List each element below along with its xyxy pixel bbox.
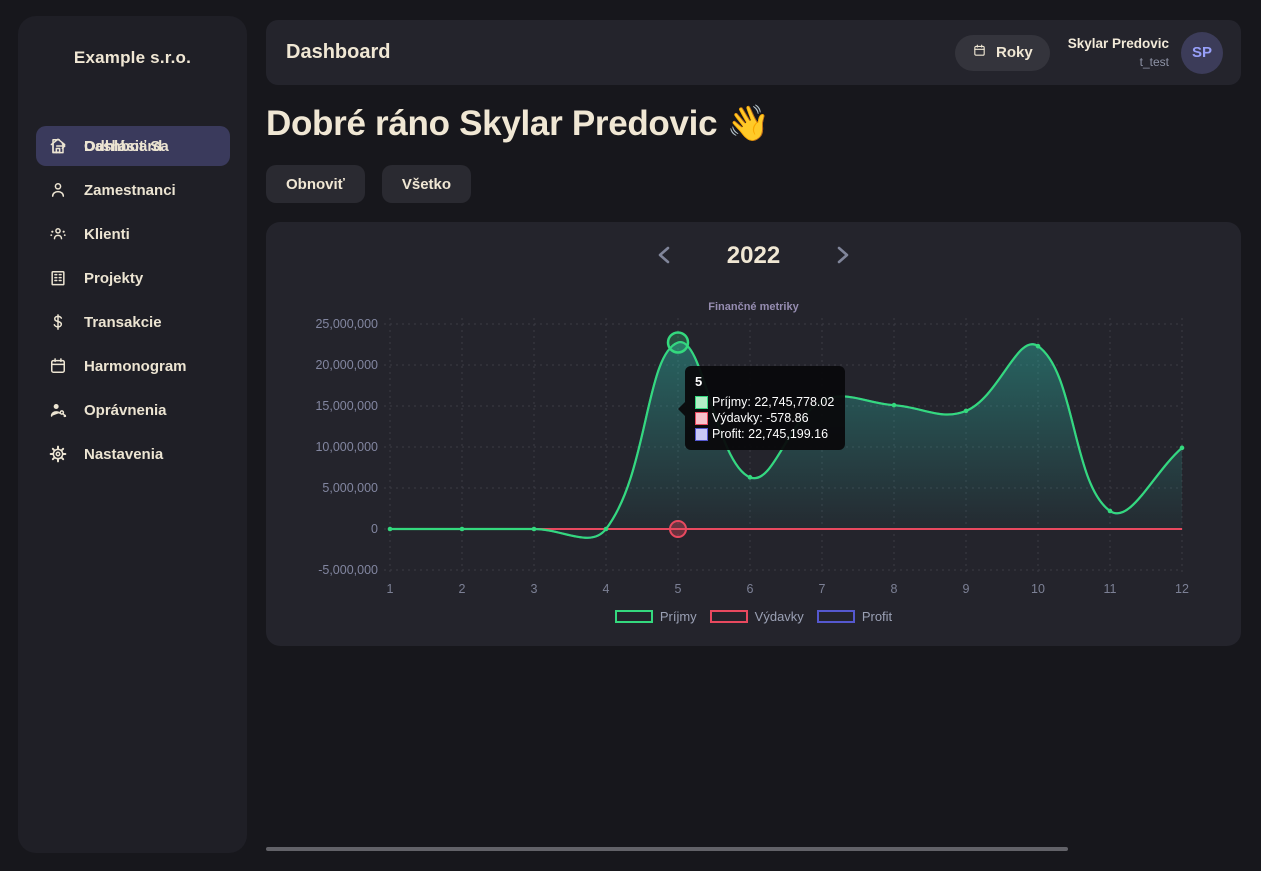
svg-text:6: 6 (747, 582, 754, 596)
tooltip-swatch (695, 395, 708, 409)
people-icon (48, 224, 68, 244)
tooltip-row: Profit: 22,745,199.16 (695, 427, 834, 441)
svg-text:25,000,000: 25,000,000 (315, 317, 378, 331)
company-name: Example s.r.o. (73, 48, 192, 67)
svg-text:7: 7 (819, 582, 826, 596)
finance-chart-canvas[interactable]: 25,000,00020,000,00015,000,00010,000,000… (266, 222, 1241, 646)
legend-swatch (816, 610, 855, 623)
tooltip-title: 5 (695, 374, 703, 389)
sidebar-item-label: Nastavenia (84, 445, 164, 463)
svg-text:8: 8 (891, 582, 898, 596)
action-buttons-row: Obnoviť Všetko (266, 165, 472, 203)
all-filter-button[interactable]: Všetko (381, 165, 472, 203)
sidebar: Example s.r.o. Dashboard Zamestnanci Klien… (18, 16, 247, 853)
person-icon (48, 180, 68, 200)
calendar-icon (972, 43, 987, 62)
svg-text:15,000,000: 15,000,000 (315, 399, 378, 413)
calendar-icon (48, 356, 68, 376)
svg-text:10,000,000: 10,000,000 (315, 440, 378, 454)
legend-entry-profit[interactable]: Profit (816, 609, 893, 624)
finance-chart-card: 2022 Finančné metriky 25,000,000 20,000,0… (266, 222, 1241, 646)
sidebar-item-harmonogram[interactable]: Harmonogram (36, 346, 230, 386)
svg-text:5: 5 (675, 582, 682, 596)
legend-swatch (614, 610, 653, 623)
logout-icon (48, 136, 68, 156)
sidebar-item-label: Zamestnanci (84, 181, 176, 199)
next-year-button[interactable] (828, 242, 856, 270)
sidebar-item-zamestnanci[interactable]: Zamestnanci (36, 170, 230, 210)
svg-text:2: 2 (459, 582, 466, 596)
tooltip-text: Príjmy: 22,745,778.02 (712, 395, 835, 409)
tooltip-row: Príjmy: 22,745,778.02 (695, 395, 834, 409)
svg-text:-5,000,000: -5,000,000 (318, 563, 378, 577)
svg-text:4: 4 (603, 582, 610, 596)
svg-text:1: 1 (387, 582, 394, 596)
legend-entry-výdavky[interactable]: Výdavky (709, 609, 804, 624)
user-username: t_test (1139, 54, 1169, 69)
sidebar-nav: Dashboard Zamestnanci Klienti Projekty Trans… (36, 126, 230, 478)
sidebar-item-label: Oprávnenia (84, 401, 167, 419)
tooltip-text: Profit: 22,745,199.16 (712, 427, 829, 441)
sidebar-item-dashboard[interactable]: Dashboard (36, 126, 230, 166)
sidebar-item-transakcie[interactable]: Transakcie (36, 302, 230, 342)
page-title: Dashboard (286, 41, 391, 63)
sidebar-item-label: Projekty (84, 269, 144, 287)
legend-swatch (709, 610, 748, 623)
refresh-button[interactable]: Obnoviť (266, 165, 365, 203)
tooltip-swatch (695, 427, 708, 441)
sidebar-item-nastavenia[interactable]: Nastavenia (36, 434, 230, 474)
svg-text:5,000,000: 5,000,000 (322, 481, 378, 495)
year-label: 2022 (726, 242, 781, 269)
building-icon (48, 268, 68, 288)
svg-text:20,000,000: 20,000,000 (315, 358, 378, 372)
gear-icon (48, 444, 68, 464)
sidebar-item-label: Dashboard (84, 137, 163, 155)
svg-text:0: 0 (371, 522, 378, 536)
period-selector-button[interactable]: Roky (955, 34, 1050, 71)
top-bar: Dashboard Roky Skylar Predovic t_test SP (266, 20, 1241, 85)
legend-label: Profit (861, 609, 893, 624)
svg-text:12: 12 (1175, 582, 1189, 596)
person-key-icon (48, 400, 68, 420)
year-navigation: 2022 (266, 238, 1241, 274)
tooltip-text: Výdavky: -578.86 (712, 411, 809, 425)
svg-text:10: 10 (1031, 582, 1045, 596)
legend-label: Výdavky (754, 609, 804, 624)
greeting-heading: Dobré ráno Skylar Predovic 👋 (266, 103, 770, 144)
tooltip-row: Výdavky: -578.86 (695, 411, 834, 425)
previous-year-button[interactable] (651, 242, 679, 270)
sidebar-item-label: Transakcie (84, 313, 162, 331)
user-name: Skylar Predovic (1067, 36, 1169, 52)
sidebar-item-label: Harmonogram (84, 357, 187, 375)
svg-text:3: 3 (531, 582, 538, 596)
legend-label: Príjmy (659, 609, 697, 624)
svg-text:11: 11 (1104, 582, 1117, 596)
chart-title: Finančné metriky (708, 301, 799, 313)
sidebar-item-opr-vnenia[interactable]: Oprávnenia (36, 390, 230, 430)
period-selector-label: Roky (996, 44, 1033, 61)
tooltip-swatch (695, 411, 708, 425)
sidebar-item-label: Odhlásiť Sa (84, 137, 169, 155)
sidebar-item-projekty[interactable]: Projekty (36, 258, 230, 298)
sidebar-item-label: Klienti (84, 225, 130, 243)
svg-text:9: 9 (963, 582, 970, 596)
wave-emoji: 👋 (726, 104, 771, 143)
horizontal-scrollbar[interactable] (266, 847, 1068, 851)
chart-legend: Príjmy Výdavky Profit (266, 609, 1241, 624)
chart-tooltip: 5 Príjmy: 22,745,778.02 Výdavky: -578.86 P… (678, 366, 846, 450)
logout-slot: Odhlásiť Sa (36, 126, 230, 817)
greeting-text: Dobré ráno Skylar Predovic (266, 104, 718, 143)
sidebar-item-klienti[interactable]: Klienti (36, 214, 230, 254)
avatar[interactable]: SP (1181, 31, 1223, 74)
tooltip-caret (678, 402, 685, 416)
logout-button[interactable]: Odhlásiť Sa (36, 126, 230, 166)
dollar-icon (48, 312, 68, 332)
user-block: Skylar Predovic t_test (1068, 35, 1169, 69)
legend-entry-príjmy[interactable]: Príjmy (614, 609, 697, 624)
